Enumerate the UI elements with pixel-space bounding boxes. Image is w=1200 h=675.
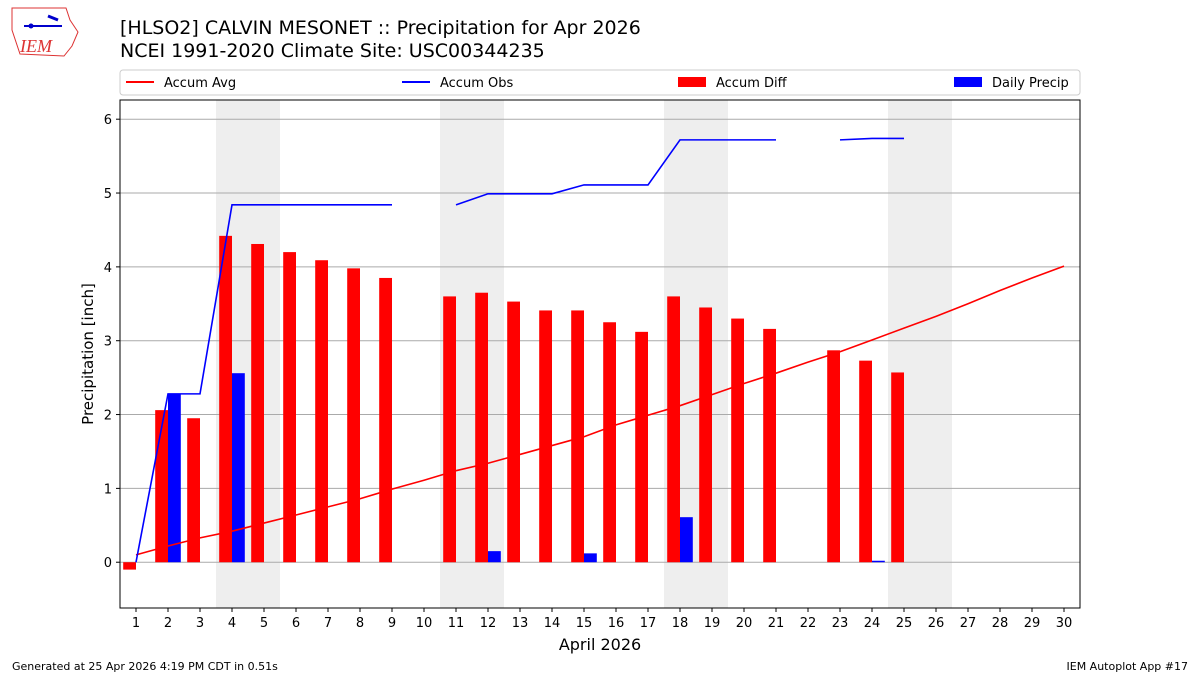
bar-accum-diff (251, 243, 264, 563)
x-tick-label: 29 (1024, 616, 1041, 631)
bar-accum-diff (603, 322, 616, 563)
x-tick-label: 4 (228, 616, 236, 631)
x-tick-label: 3 (196, 616, 204, 631)
x-tick-label: 10 (416, 616, 433, 631)
y-tick-label: 3 (104, 335, 112, 350)
footer-generated: Generated at 25 Apr 2026 4:19 PM CDT in … (12, 660, 278, 673)
x-tick-label: 26 (928, 616, 945, 631)
x-tick-label: 13 (512, 616, 529, 631)
chart-title: [HLSO2] CALVIN MESONET :: Precipitation … (120, 17, 641, 39)
x-tick-label: 23 (832, 616, 849, 631)
y-tick-label: 4 (104, 261, 112, 276)
footer-app: IEM Autoplot App #17 (1066, 660, 1189, 673)
bar-accum-diff (219, 235, 232, 563)
bar-accum-diff (731, 318, 744, 563)
line-accum-obs (455, 139, 776, 206)
bar-accum-diff (827, 350, 840, 563)
y-tick-label: 1 (104, 482, 112, 497)
legend-swatch (954, 77, 982, 87)
y-tick-label: 5 (104, 187, 112, 202)
y-tick-label: 6 (104, 113, 112, 128)
bar-daily-precip (488, 551, 501, 563)
x-tick-label: 28 (992, 616, 1009, 631)
iem-logo: IEM (11, 7, 79, 57)
legend-label: Accum Avg (164, 76, 236, 91)
bar-daily-precip (680, 517, 693, 563)
bar-accum-diff (123, 562, 136, 570)
bar-accum-diff (763, 328, 776, 563)
y-tick-label: 2 (104, 409, 112, 424)
x-tick-label: 6 (292, 616, 300, 631)
x-tick-label: 2 (164, 616, 172, 631)
x-axis-label: April 2026 (559, 635, 641, 654)
x-tick-label: 24 (864, 616, 881, 631)
x-tick-label: 16 (608, 616, 625, 631)
plot-frame (119, 99, 1081, 609)
legend-label: Accum Diff (716, 76, 788, 91)
x-tick-label: 12 (480, 616, 497, 631)
bar-accum-diff (635, 331, 648, 563)
x-tick-label: 22 (800, 616, 817, 631)
x-tick-label: 18 (672, 616, 689, 631)
bar-accum-diff (891, 372, 904, 563)
bar-accum-diff (859, 360, 872, 563)
x-tick-label: 21 (768, 616, 785, 631)
bar-daily-precip (584, 553, 597, 563)
x-tick-label: 19 (704, 616, 721, 631)
bar-accum-diff (187, 418, 200, 563)
bar-accum-diff (155, 410, 168, 563)
x-tick-label: 30 (1056, 616, 1073, 631)
legend-label: Accum Obs (440, 76, 513, 91)
chart-subtitle: NCEI 1991-2020 Climate Site: USC00344235 (120, 40, 545, 62)
bar-accum-diff (699, 307, 712, 563)
x-tick-label: 11 (448, 616, 465, 631)
legend: Accum Avg Accum Obs Accum Diff Daily Precip (119, 69, 1081, 96)
x-tick-label: 14 (544, 616, 561, 631)
bar-accum-diff (571, 310, 584, 563)
line-accum-obs (135, 204, 392, 563)
x-tick-label: 20 (736, 616, 753, 631)
bar-accum-diff (539, 310, 552, 563)
y-tick-label: 0 (104, 556, 112, 571)
x-tick-label: 25 (896, 616, 913, 631)
bar-accum-diff (667, 296, 680, 563)
x-tick-label: 1 (132, 616, 140, 631)
bar-accum-diff (443, 296, 456, 563)
bar-daily-precip (232, 373, 245, 563)
legend-label: Daily Precip (992, 76, 1069, 91)
x-tick-label: 8 (356, 616, 364, 631)
bar-accum-diff (315, 260, 328, 563)
x-tick-label: 7 (324, 616, 332, 631)
bar-daily-precip (872, 560, 885, 563)
legend-swatch (678, 77, 706, 87)
x-tick-label: 9 (388, 616, 396, 631)
bar-accum-diff (379, 277, 392, 563)
x-tick-label: 5 (260, 616, 268, 631)
y-axis-label: Precipitation [inch] (79, 283, 97, 425)
bar-accum-diff (283, 252, 296, 563)
x-tick-label: 17 (640, 616, 657, 631)
bar-accum-diff (507, 301, 520, 563)
weekend-shade (920, 100, 952, 608)
x-tick-label: 27 (960, 616, 977, 631)
bar-accum-diff (475, 292, 488, 563)
svg-text:IEM: IEM (19, 36, 53, 56)
line-accum-obs (839, 137, 904, 141)
line-accum-avg (135, 265, 1065, 556)
bar-accum-diff (347, 268, 360, 563)
x-tick-label: 15 (576, 616, 593, 631)
bar-daily-precip (168, 393, 181, 563)
